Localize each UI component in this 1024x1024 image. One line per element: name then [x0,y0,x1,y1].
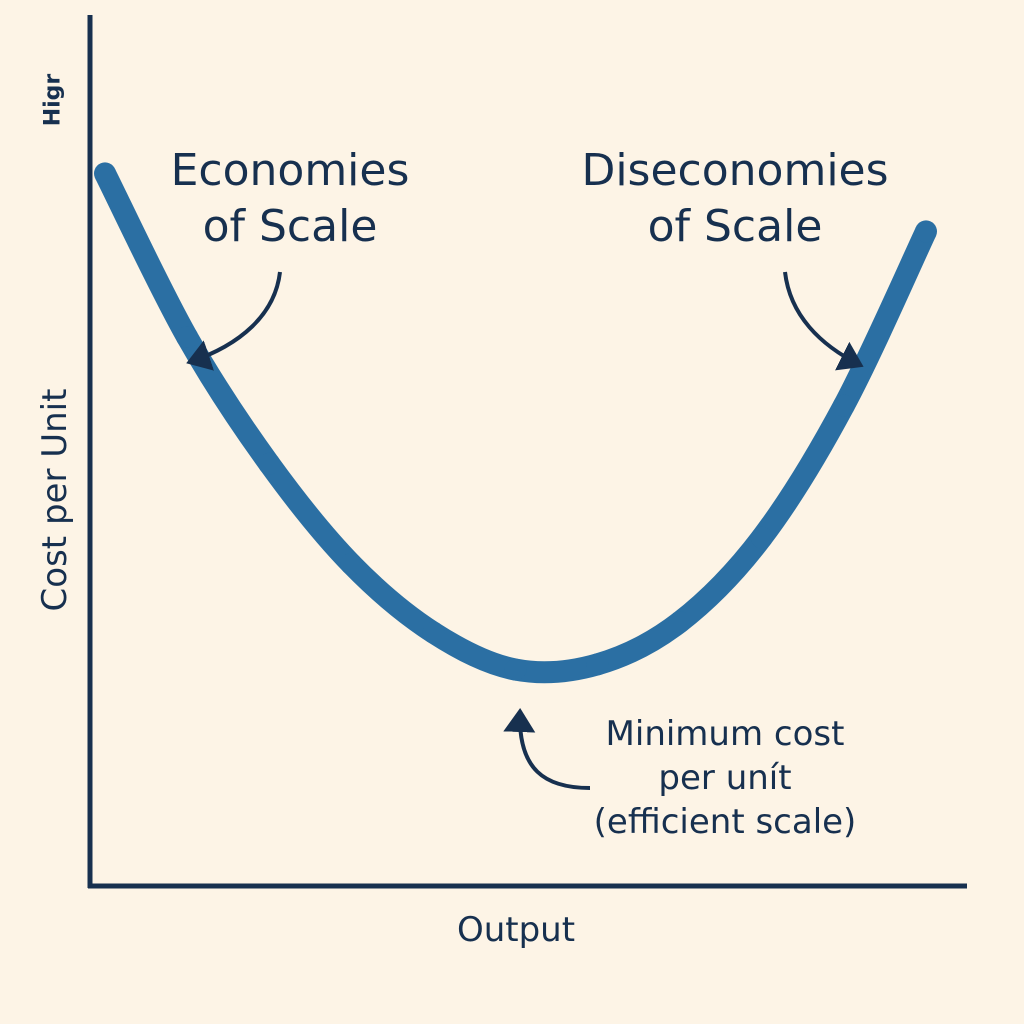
y-axis-title: Cost per Unit [35,388,75,612]
economies-line-2: of Scale [202,201,378,252]
curve-point-1 [176,326,199,348]
curve-point-9 [832,394,855,417]
minimum-line-3: (efficient scale) [593,802,857,842]
minimum-line-2: per unít [658,758,792,798]
curve-point-10 [915,220,937,243]
curve-point-8 [750,526,773,549]
diseconomies-line-1: Diseconomies [581,145,889,196]
data-points-layer [94,162,937,681]
minimum-cost-annotation: Minimum cost per unít (efficient scale) [580,712,870,844]
curve-point-6 [586,653,609,676]
curve-point-5 [504,658,527,681]
curve-point-4 [422,621,445,644]
curve-point-0 [94,162,116,185]
diseconomies-line-2: of Scale [647,201,823,252]
diseconomies-of-scale-annotation: Diseconomies of Scale [565,143,905,255]
economies-of-scale-annotation: Economies of Scale [160,143,420,255]
curve-point-2 [258,452,281,475]
minimum-line-1: Minimum cost [605,714,845,754]
curve-point-3 [340,553,363,575]
economies-line-1: Economies [170,145,410,196]
curve-point-7 [668,611,691,634]
y-axis-high-label: Higr [40,73,66,127]
minimum-arrow [503,708,591,790]
diseconomies-arrow [783,271,864,371]
economies-arrow [186,271,282,371]
x-axis-title: Output [456,910,576,950]
